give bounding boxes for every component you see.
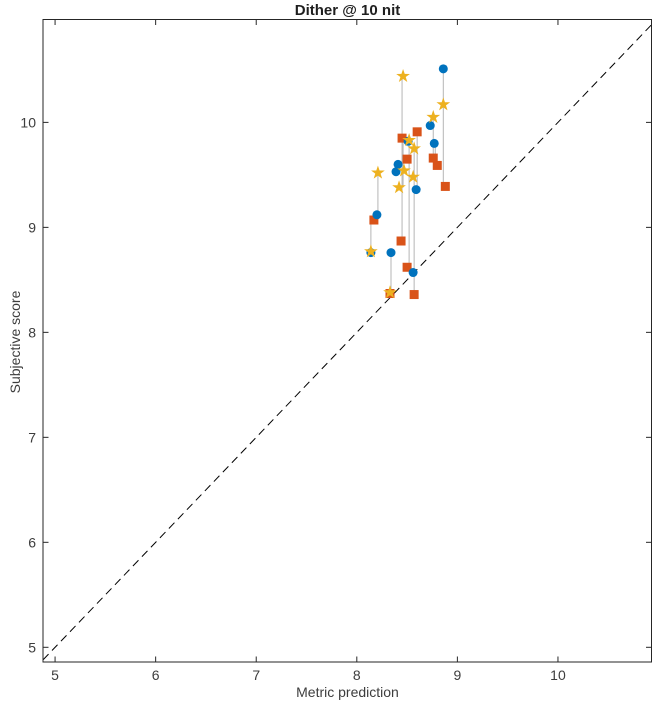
y-axis-label: Subjective score bbox=[7, 290, 23, 394]
x-tick-label: 10 bbox=[550, 667, 566, 683]
chart-title: Dither @ 10 nit bbox=[294, 2, 401, 19]
data-point-circle bbox=[391, 167, 401, 177]
x-tick-label: 7 bbox=[252, 667, 260, 683]
x-tick-label: 8 bbox=[353, 667, 361, 683]
data-point-circle bbox=[425, 121, 435, 131]
x-axis-label: Metric prediction bbox=[296, 684, 399, 700]
data-point-square bbox=[432, 160, 442, 170]
data-point-star bbox=[436, 97, 451, 111]
y-tick-label: 7 bbox=[28, 429, 36, 445]
data-point-star bbox=[397, 163, 411, 177]
data-point-square bbox=[369, 215, 379, 225]
data-point-circle bbox=[393, 159, 403, 169]
data-point-square bbox=[412, 127, 422, 137]
data-point-star bbox=[407, 141, 421, 155]
data-point-circle bbox=[408, 268, 418, 278]
data-point-circle bbox=[438, 64, 448, 74]
data-point-star bbox=[371, 165, 385, 179]
axes-box bbox=[42, 19, 652, 663]
data-point-square bbox=[440, 181, 450, 191]
x-tick-label: 5 bbox=[51, 667, 59, 683]
data-point-square bbox=[409, 290, 419, 300]
y-tick-label: 8 bbox=[28, 324, 36, 340]
data-point-square bbox=[428, 153, 438, 163]
x-tick-label: 9 bbox=[453, 667, 461, 683]
data-point-square bbox=[402, 262, 412, 272]
data-point-star bbox=[392, 180, 406, 194]
data-point-circle bbox=[386, 248, 396, 258]
y-tick-label: 10 bbox=[20, 114, 36, 130]
y-tick-label: 6 bbox=[28, 534, 36, 550]
data-point-square bbox=[402, 154, 412, 164]
identity-dashed-line bbox=[42, 24, 652, 661]
y-tick-label: 9 bbox=[28, 219, 36, 235]
data-point-star bbox=[383, 285, 397, 299]
data-point-circle bbox=[372, 210, 382, 220]
data-point-star bbox=[406, 169, 420, 183]
data-point-circle bbox=[411, 185, 421, 195]
data-point-star bbox=[402, 133, 416, 147]
data-point-circle bbox=[429, 138, 439, 148]
data-point-square bbox=[396, 236, 406, 246]
data-point-star bbox=[426, 109, 441, 123]
data-point-square bbox=[397, 133, 407, 143]
x-tick-label: 6 bbox=[152, 667, 160, 683]
data-point-star bbox=[396, 68, 410, 83]
data-point-star bbox=[364, 244, 378, 258]
y-tick-label: 5 bbox=[28, 639, 36, 655]
